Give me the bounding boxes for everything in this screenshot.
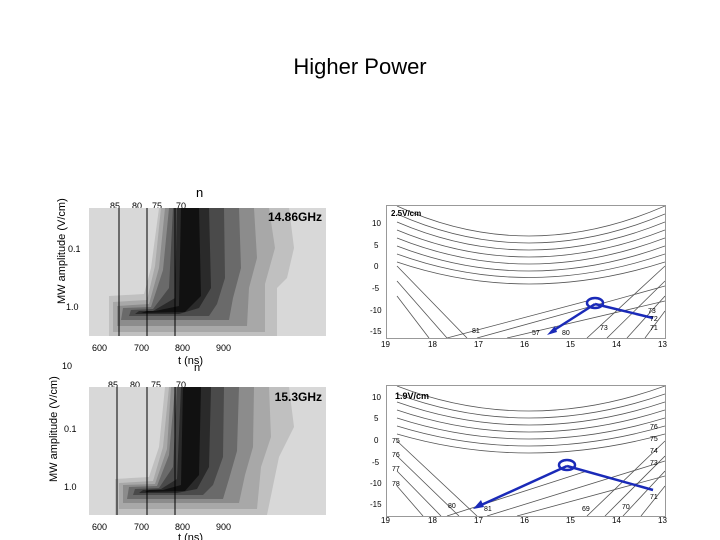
bottom-n-label: n xyxy=(194,362,201,374)
bottom-diag-x-13: 13 xyxy=(658,516,667,525)
bottom-diag-y--10: -10 xyxy=(370,479,382,488)
bottom-freq: 15.3GHz xyxy=(274,390,322,404)
bottom-diag-x-19: 19 xyxy=(381,516,390,525)
bottom-diag-label-71: 71 xyxy=(650,494,658,501)
top-n-tick-70: 70 xyxy=(176,201,187,211)
bottom-n-tick-85: 85 xyxy=(108,380,119,390)
bottom-x-tick-800: 800 xyxy=(175,522,191,532)
top-diag-x-15: 15 xyxy=(566,340,575,349)
slide-title: Higher Power xyxy=(293,54,427,79)
top-diag-x-16: 16 xyxy=(520,340,529,349)
top-n-tick-80: 80 xyxy=(132,201,143,211)
bottom-stark-diagram: 1.9V/cm xyxy=(386,385,666,517)
top-diag-y--15: -15 xyxy=(370,327,382,336)
bottom-diag-x-17: 17 xyxy=(474,516,483,525)
top-diag-label-73b: 73 xyxy=(600,325,608,332)
bottom-n-tick-80: 80 xyxy=(130,380,141,390)
bottom-diag-label-77: 77 xyxy=(392,466,400,473)
top-diag-x-18: 18 xyxy=(428,340,437,349)
bottom-diag-label-81: 81 xyxy=(484,506,492,513)
bottom-field: 1.9V/cm xyxy=(395,391,430,401)
top-x-tick-600: 600 xyxy=(92,343,108,353)
top-diag-x-13: 13 xyxy=(658,340,667,349)
top-y-tick-1.0: 1.0 xyxy=(66,302,79,312)
bottom-x-tick-600: 600 xyxy=(92,522,108,532)
top-diag-x-14: 14 xyxy=(612,340,621,349)
top-n-tick-75: 75 xyxy=(152,201,163,211)
bottom-diag-y-10: 10 xyxy=(372,393,381,402)
top-diag-label-71: 71 xyxy=(650,325,658,332)
bottom-xlabel: t (ns) xyxy=(178,532,204,540)
bottom-diag-label-74: 74 xyxy=(650,448,658,455)
bottom-diag-y-5: 5 xyxy=(374,414,379,423)
top-diag-label-80: 80 xyxy=(562,330,570,337)
bottom-diag-label-76: 76 xyxy=(392,452,400,459)
top-stark-diagram: 2.5V/cm xyxy=(386,205,666,339)
bottom-diag-x-14: 14 xyxy=(612,516,621,525)
bottom-y-tick-1.0: 1.0 xyxy=(64,482,77,492)
top-contour-plot: 14.86GHz xyxy=(89,208,326,336)
bottom-n-tick-70: 70 xyxy=(176,380,187,390)
top-n-tick-85: 85 xyxy=(110,201,121,211)
bottom-diag-label-73: 73 xyxy=(650,460,658,467)
bottom-diag-label-78: 78 xyxy=(392,481,400,488)
top-x-tick-900: 900 xyxy=(216,343,232,353)
top-diag-label-57: 57 xyxy=(532,330,540,337)
bottom-diag-label-76b: 76 xyxy=(650,424,658,431)
bottom-top-tick: 10 xyxy=(62,361,73,371)
bottom-x-tick-700: 700 xyxy=(134,522,150,532)
bottom-contour-plot: 15.3GHz xyxy=(89,387,326,515)
bottom-diag-label-80: 80 xyxy=(448,503,456,510)
top-diag-y--5: -5 xyxy=(372,284,380,293)
bottom-diag-y--5: -5 xyxy=(372,458,380,467)
top-y-tick-0.1: 0.1 xyxy=(68,244,81,254)
top-ylabel: MW amplitude (V/cm) xyxy=(56,198,68,304)
top-x-tick-700: 700 xyxy=(134,343,150,353)
bottom-diag-x-16: 16 xyxy=(520,516,529,525)
top-n-label: n xyxy=(196,185,204,200)
bottom-ylabel: MW amplitude (V/cm) xyxy=(48,376,60,482)
top-diag-y-0: 0 xyxy=(374,262,379,271)
bottom-diag-x-15: 15 xyxy=(566,516,575,525)
bottom-diag-x-18: 18 xyxy=(428,516,437,525)
bottom-diag-label-69: 69 xyxy=(582,506,590,513)
top-xlabel: t (ns) xyxy=(178,355,204,367)
top-field: 2.5V/cm xyxy=(391,209,422,218)
bottom-diag-label-70: 70 xyxy=(622,504,630,511)
bottom-diag-y--15: -15 xyxy=(370,500,382,509)
top-freq: 14.86GHz xyxy=(267,210,322,224)
bottom-y-tick-0.1: 0.1 xyxy=(64,424,77,434)
bottom-n-tick-75: 75 xyxy=(151,380,162,390)
bottom-diag-label-75b: 75 xyxy=(650,436,658,443)
top-x-tick-800: 800 xyxy=(175,343,191,353)
top-diag-label-73: 73 xyxy=(648,308,656,315)
top-diag-y-10: 10 xyxy=(372,219,381,228)
bottom-diag-y-0: 0 xyxy=(374,436,379,445)
top-diag-y-5: 5 xyxy=(374,241,379,250)
top-diag-x-19: 19 xyxy=(381,340,390,349)
top-diag-label-72: 72 xyxy=(650,316,658,323)
top-diag-x-17: 17 xyxy=(474,340,483,349)
bottom-diag-label-75: 75 xyxy=(392,438,400,445)
top-diag-label-81: 81 xyxy=(472,328,480,335)
top-diag-y--10: -10 xyxy=(370,306,382,315)
bottom-x-tick-900: 900 xyxy=(216,522,232,532)
